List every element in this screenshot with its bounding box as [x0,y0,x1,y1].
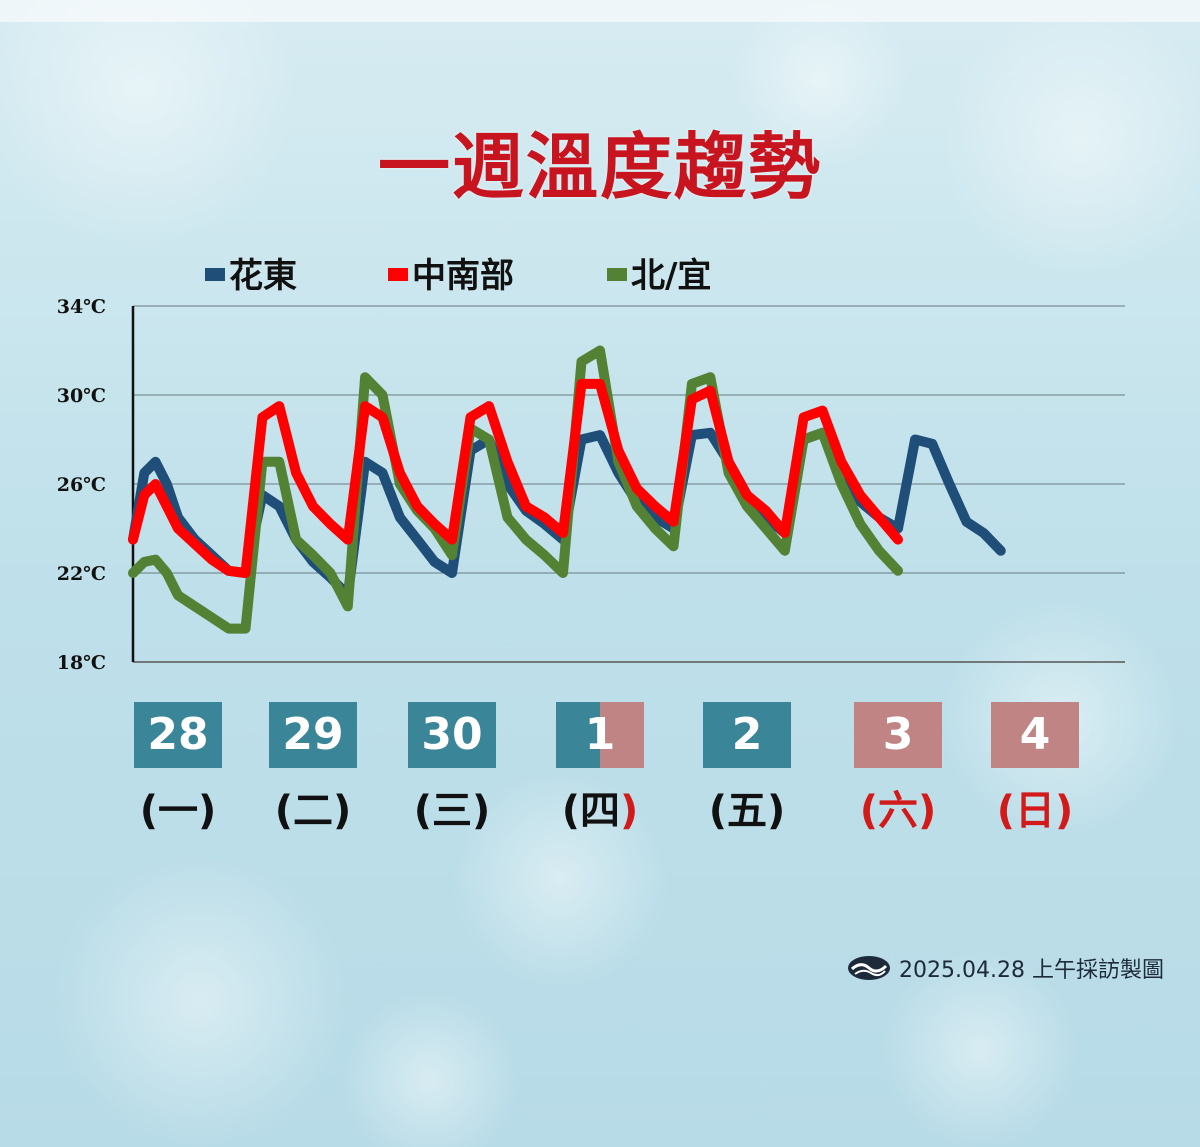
chart-legend: 花東 中南部 北/宜 [205,256,711,296]
y-tick-label: 22℃ [57,563,106,585]
credit-text: 2025.04.28 上午採訪製圖 [899,958,1164,983]
weekday-label: (日) [996,788,1074,834]
date-box: 1 [556,702,644,768]
y-tick-label: 34℃ [57,296,106,318]
date-box: 28 [134,702,222,768]
weekday-label: (一) [139,788,217,834]
y-tick-label: 18℃ [57,652,106,674]
date-box: 3 [854,702,942,768]
series-line [128,378,903,578]
weekday-label: (四) [561,788,639,834]
chart-series [128,345,1006,634]
legend-swatch [388,268,408,281]
y-tick-label: 30℃ [57,385,106,407]
page-title: 一週溫度趨勢 [377,125,822,209]
weekday-label: (六) [859,788,937,834]
weekday-label: (三) [413,788,491,834]
date-box: 30 [408,702,496,768]
credit-line: 2025.04.28 上午採訪製圖 [847,952,1164,984]
date-box: 4 [991,702,1079,768]
legend-label: 中南部 [412,256,514,296]
y-axis-ticks: 34℃ 30℃ 26℃ 22℃ 18℃ [57,296,106,674]
weekday-label: (五) [708,788,786,834]
series-line [128,345,903,634]
legend-label: 北/宜 [631,256,711,296]
date-box: 2 [703,702,791,768]
cwa-logo-icon [848,956,891,980]
legend-label: 花東 [229,256,297,296]
y-tick-label: 26℃ [57,474,106,496]
weekday-label: (二) [274,788,352,834]
legend-swatch [607,268,627,281]
date-box: 29 [269,702,357,768]
legend-swatch [205,268,225,281]
